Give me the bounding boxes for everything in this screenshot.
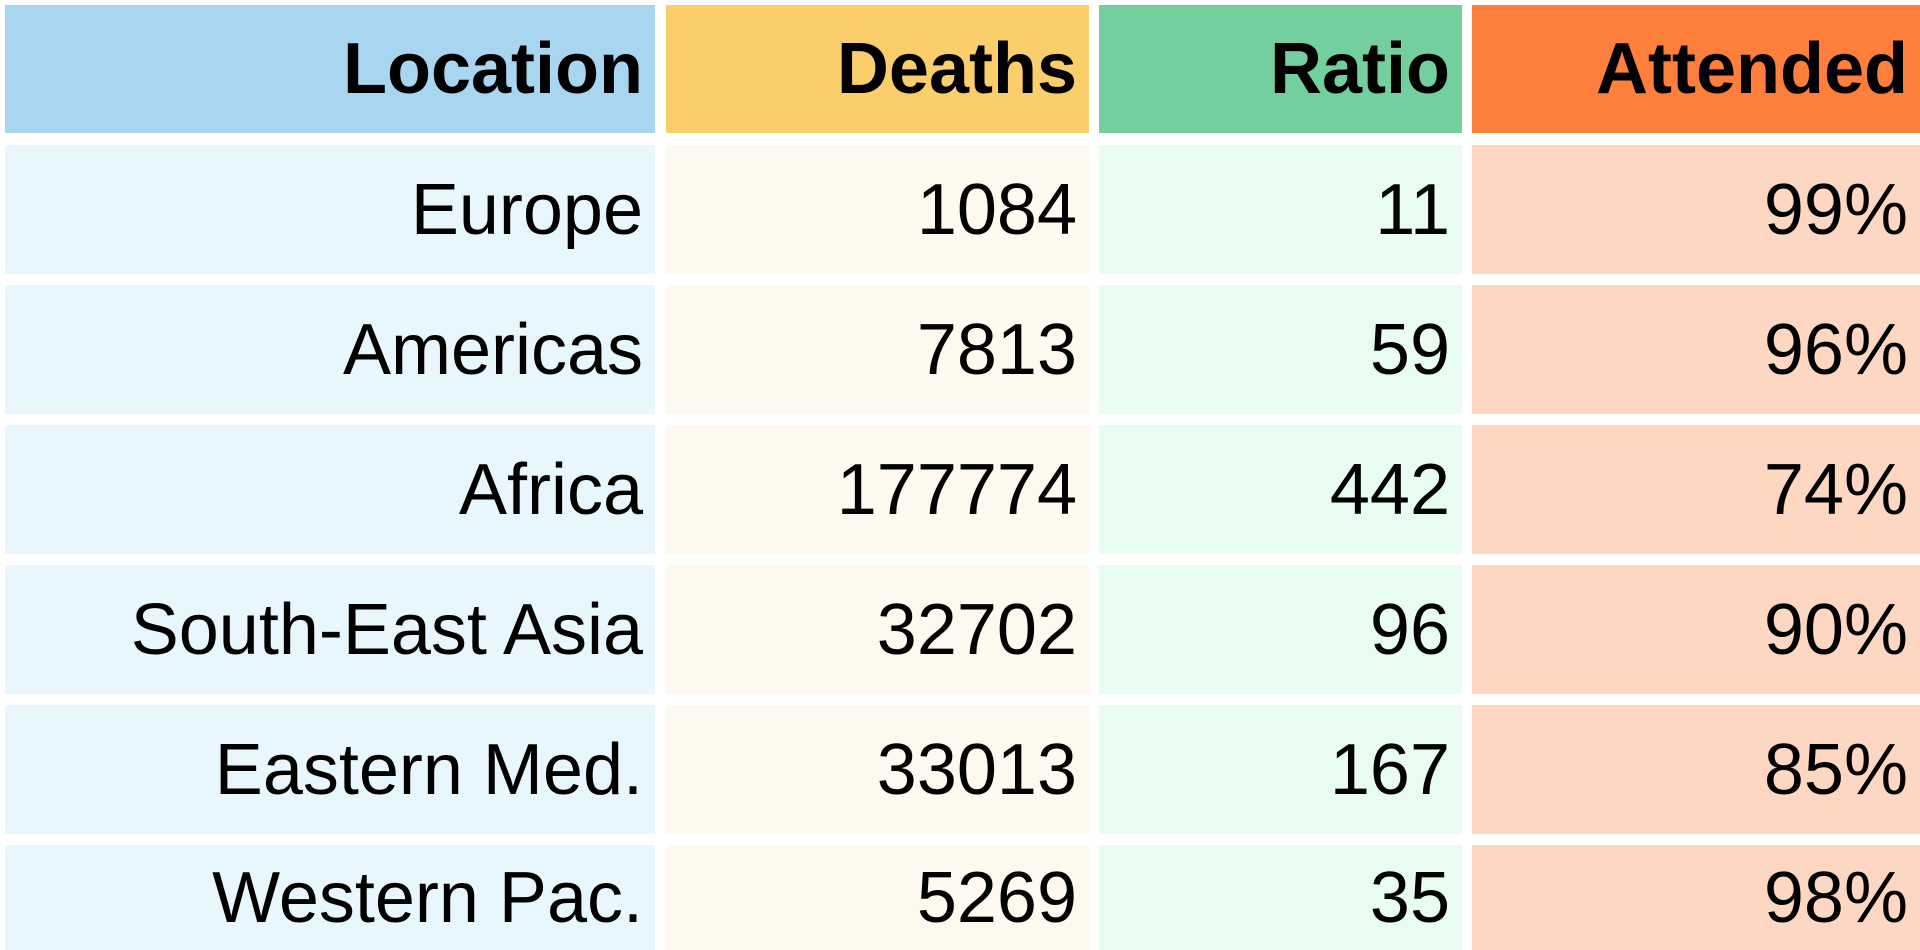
table-cell-attended: 96% bbox=[1472, 285, 1920, 414]
table-cell-deaths: 32702 bbox=[666, 565, 1089, 694]
table-cell-attended: 85% bbox=[1472, 705, 1920, 834]
column-header-location: Location bbox=[5, 5, 655, 133]
table-cell-ratio: 59 bbox=[1099, 285, 1462, 414]
table-cell-location: South-East Asia bbox=[5, 565, 655, 694]
table-cell-location: Western Pac. bbox=[5, 845, 655, 950]
column-header-attended: Attended bbox=[1472, 5, 1920, 133]
table-cell-location: Eastern Med. bbox=[5, 705, 655, 834]
table-cell-location: Africa bbox=[5, 425, 655, 554]
table-cell-deaths: 177774 bbox=[666, 425, 1089, 554]
table-cell-attended: 74% bbox=[1472, 425, 1920, 554]
table-cell-deaths: 1084 bbox=[666, 145, 1089, 274]
table-cell-ratio: 167 bbox=[1099, 705, 1462, 834]
table-cell-attended: 90% bbox=[1472, 565, 1920, 694]
table-cell-location: Europe bbox=[5, 145, 655, 274]
table-cell-ratio: 11 bbox=[1099, 145, 1462, 274]
table-cell-ratio: 96 bbox=[1099, 565, 1462, 694]
table-cell-ratio: 35 bbox=[1099, 845, 1462, 950]
table-cell-attended: 99% bbox=[1472, 145, 1920, 274]
table-cell-attended: 98% bbox=[1472, 845, 1920, 950]
table-cell-location: Americas bbox=[5, 285, 655, 414]
column-header-ratio: Ratio bbox=[1099, 5, 1462, 133]
table-cell-ratio: 442 bbox=[1099, 425, 1462, 554]
table-cell-deaths: 33013 bbox=[666, 705, 1089, 834]
table-cell-deaths: 7813 bbox=[666, 285, 1089, 414]
table-cell-deaths: 5269 bbox=[666, 845, 1089, 950]
column-header-deaths: Deaths bbox=[666, 5, 1089, 133]
